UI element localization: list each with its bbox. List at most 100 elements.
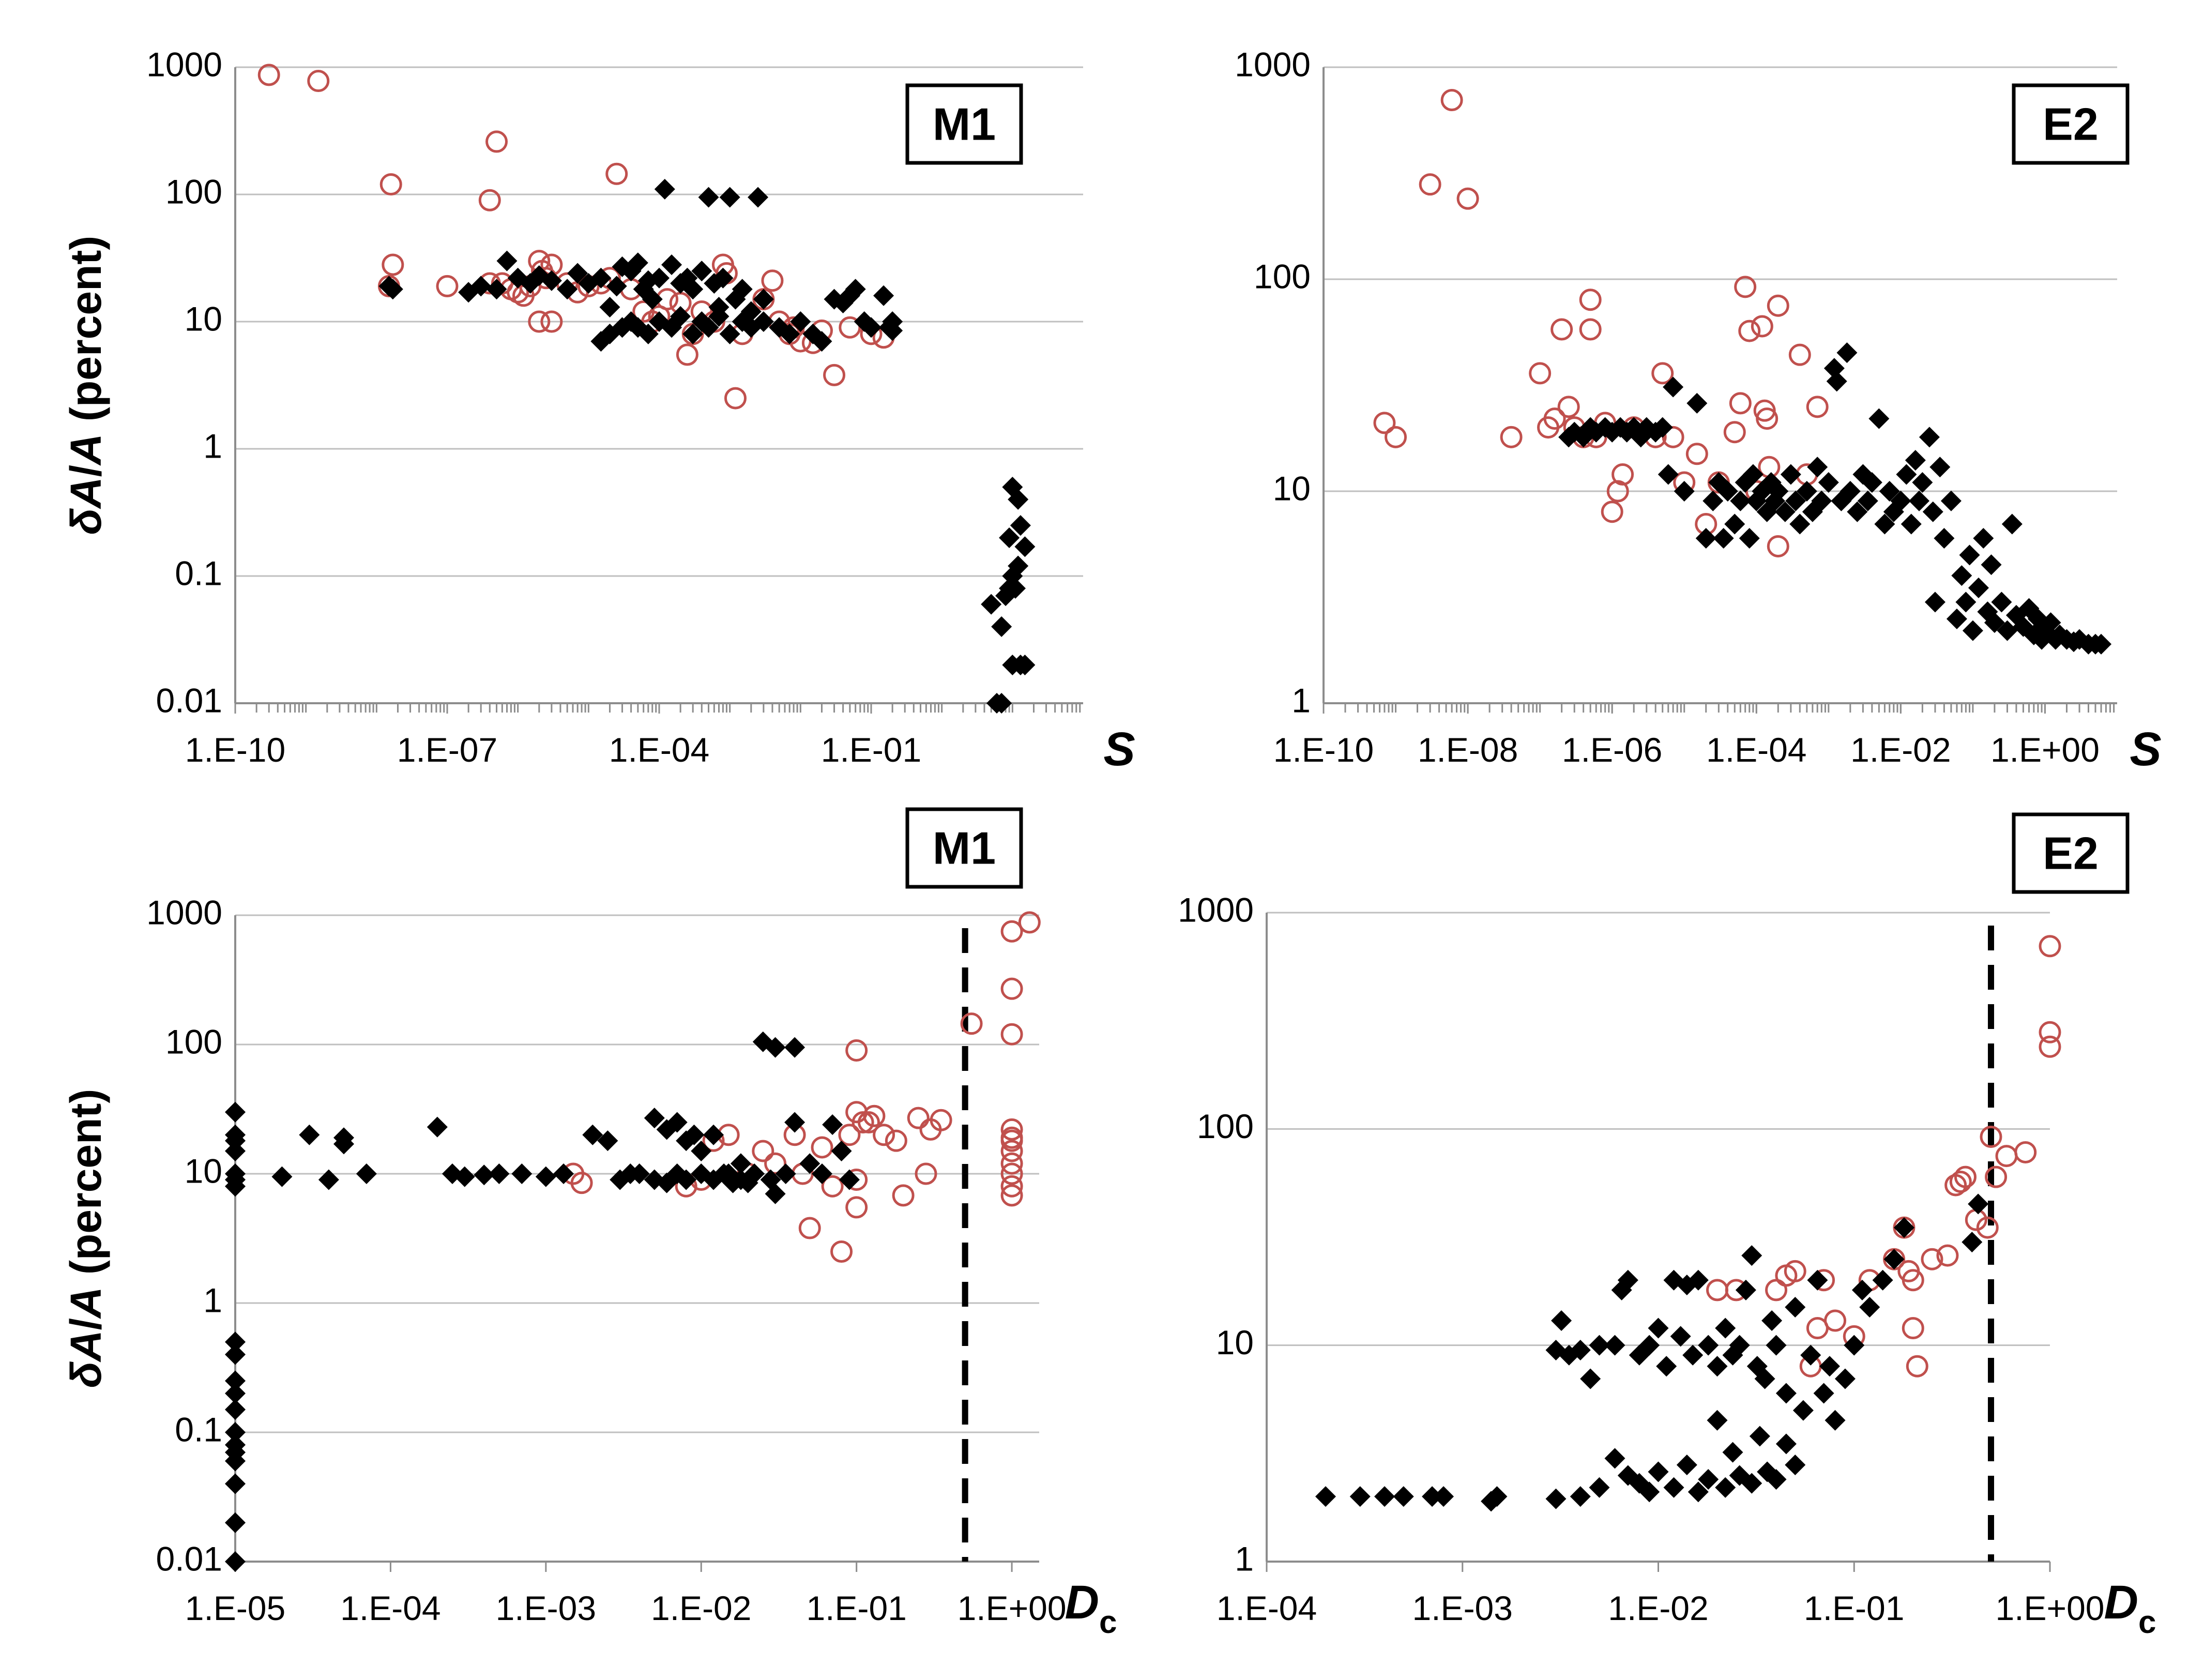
chart-0-diamond-point xyxy=(991,693,1012,714)
chart-0-y-label-part: (percent) xyxy=(62,236,110,434)
chart-2-y-label-part: (percent) xyxy=(62,1089,110,1287)
panel-bottom-left: 0.01 0.1 1 10 100 1000 1.E-05 1.E-04 1.E-03 1.E-0… xyxy=(62,807,1117,1640)
chart-2-diamond-point xyxy=(271,1166,293,1187)
chart-0-open-circle-point xyxy=(485,130,508,153)
chart-2-open-circle-point xyxy=(821,1175,844,1198)
chart-2-diamond-point xyxy=(644,1108,665,1129)
chart-1-diamond-point xyxy=(1811,490,1832,511)
chart-1-diamond-point xyxy=(1946,608,1967,629)
chart-2-open-circle-point xyxy=(811,1136,833,1159)
chart-1-diamond-point xyxy=(1890,490,1911,511)
chart-1-open-circle-point xyxy=(1456,187,1479,210)
chart-2-diamond-point xyxy=(765,1037,786,1058)
chart-3-diamond-point xyxy=(1792,1400,1814,1421)
chart-3-x-tick-label: 1.E-02 xyxy=(1608,1589,1708,1627)
chart-3-diamond-point xyxy=(1785,1297,1806,1318)
chart-0-diamond-point xyxy=(1010,515,1031,536)
chart-2-open-circle-point xyxy=(1000,1023,1023,1046)
chart-1-y-tick-label: 10 xyxy=(1273,469,1311,507)
chart-1-open-circle-point xyxy=(1543,407,1566,430)
chart-0-diamond-point xyxy=(670,306,691,327)
chart-0-diamond-point xyxy=(811,331,832,352)
chart-0-y-tick-label: 0.01 xyxy=(156,681,222,719)
chart-1-diamond-point xyxy=(1874,513,1895,535)
chart-2-x-tick-label: 1.E-01 xyxy=(806,1589,906,1627)
chart-3-diamond-point xyxy=(1707,1356,1728,1377)
chart-2-x-label-main: D xyxy=(1065,1576,1099,1629)
chart-2-x-tick-label: 1.E+00 xyxy=(957,1589,1067,1627)
chart-0-diamond-point xyxy=(649,267,670,289)
chart-1-open-circle-point xyxy=(1685,443,1708,465)
chart-3-diamond-point xyxy=(1570,1486,1591,1507)
chart-3-diamond-point xyxy=(1968,1193,1989,1215)
chart-0-diamond-point xyxy=(486,279,507,300)
chart-2-open-circle-point xyxy=(830,1240,853,1263)
chart-2-open-circle-point xyxy=(1000,1118,1023,1141)
chart-3-diamond-point xyxy=(1688,1269,1709,1291)
chart-3-x-tick-label: 1.E-04 xyxy=(1217,1589,1317,1627)
chart-1-diamond-point xyxy=(1818,472,1839,493)
chart-1-open-circle-point xyxy=(1751,315,1773,338)
chart-0-diamond-point xyxy=(682,323,704,344)
chart-1-diamond-point xyxy=(1879,481,1900,502)
chart-3-diamond-point xyxy=(1883,1249,1905,1270)
chart-1-x-label-main: S xyxy=(2130,723,2161,776)
chart-3-diamond-point xyxy=(1893,1217,1914,1238)
chart-1-diamond-point xyxy=(1940,490,1962,511)
chart-2-diamond-point xyxy=(356,1163,377,1184)
chart-3-open-circle-point xyxy=(1921,1248,1943,1270)
chart-3-diamond-point xyxy=(1315,1486,1336,1507)
chart-2-open-circle-point xyxy=(873,1124,895,1146)
chart-1-diamond-point xyxy=(1796,481,1817,502)
chart-2-x-label-subscript: c xyxy=(1099,1605,1117,1640)
chart-3-diamond-point xyxy=(1766,1469,1787,1490)
chart-0-diamond-point xyxy=(627,252,648,274)
chart-1-diamond-point xyxy=(1780,464,1801,485)
chart-3-x-label-main: D xyxy=(2104,1576,2138,1629)
chart-1-open-circle-point xyxy=(1723,421,1746,444)
chart-2-diamond-point xyxy=(839,1169,860,1190)
chart-1-diamond-point xyxy=(1836,342,1858,364)
chart-3-diamond-point xyxy=(1749,1426,1770,1447)
chart-0-diamond-point xyxy=(861,317,881,338)
chart-0-diamond-point xyxy=(567,263,588,284)
chart-3-diamond-point xyxy=(1715,1477,1736,1498)
chart-1-diamond-point xyxy=(1968,577,1989,598)
chart-3-open-circle-point xyxy=(1906,1355,1928,1378)
chart-1-diamond-point xyxy=(1973,527,1994,549)
chart-2-open-circle-point xyxy=(852,1111,874,1134)
chart-0-open-circle-point xyxy=(724,387,747,410)
chart-1-diamond-point xyxy=(1768,481,1789,502)
chart-1-diamond-point xyxy=(1924,592,1945,613)
chart-0-diamond-point xyxy=(541,270,562,291)
chart-1-x-tick-label: 1.E-04 xyxy=(1706,731,1806,769)
chart-2-diamond-point xyxy=(784,1037,805,1058)
chart-0-open-circle-point xyxy=(257,64,280,86)
chart-0-x-axis-label: S xyxy=(1103,723,1135,776)
chart-2-diamond-point xyxy=(831,1140,852,1161)
chart-2-y-axis-label: δA/A (percent) xyxy=(62,1089,110,1388)
chart-3-x-tick-label: 1.E+00 xyxy=(1995,1589,2104,1627)
chart-3-diamond-point xyxy=(1648,1461,1669,1482)
chart-3-diamond-point xyxy=(1729,1335,1750,1356)
chart-0-y-tick-label: 0.1 xyxy=(175,554,222,592)
chart-3-diamond-point xyxy=(1486,1486,1508,1507)
chart-0-open-circle-point xyxy=(823,364,846,386)
chart-2-diamond-point xyxy=(225,1383,246,1404)
chart-2-diamond-point xyxy=(683,1124,705,1145)
chart-1-open-circle-point xyxy=(1579,318,1602,341)
chart-2-open-circle-point xyxy=(1000,1175,1023,1198)
chart-2-diamond-point xyxy=(822,1114,843,1135)
chart-2-diamond-point xyxy=(691,1140,712,1161)
chart-1-open-circle-point xyxy=(1551,318,1573,341)
chart-3-diamond-point xyxy=(1617,1269,1638,1291)
chart-2-open-circle-point xyxy=(863,1104,886,1127)
chart-0-open-circle-point xyxy=(676,343,698,366)
chart-2-open-circle-point xyxy=(845,1196,868,1219)
chart-2-diamond-point xyxy=(784,1112,805,1133)
chart-3-diamond-point xyxy=(1775,1433,1797,1455)
chart-2-open-circle-point xyxy=(1000,1162,1023,1185)
chart-2-open-circle-point xyxy=(1018,911,1041,934)
chart-1-open-circle-point xyxy=(1734,276,1757,298)
chart-0-diamond-point xyxy=(999,527,1020,548)
